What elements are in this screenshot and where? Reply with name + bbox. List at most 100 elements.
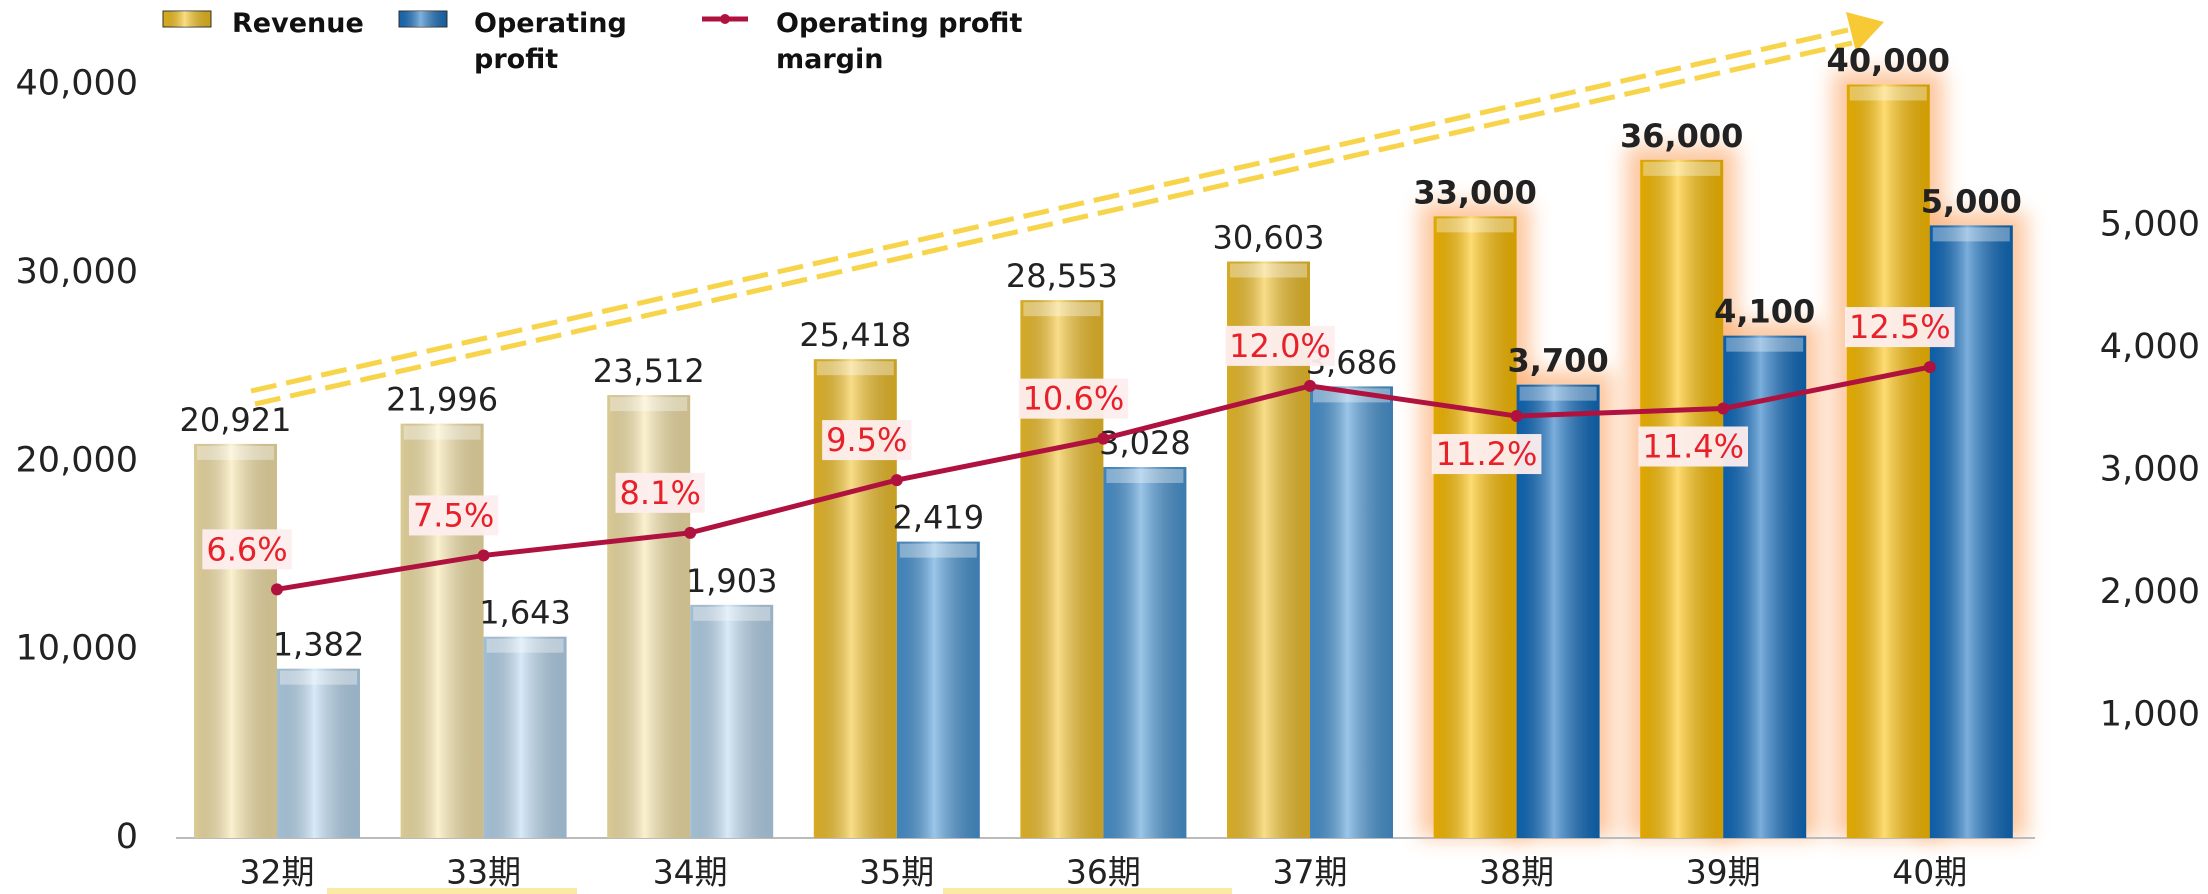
data-label: 40,000 <box>1827 42 1950 80</box>
bar-shine <box>483 636 567 838</box>
data-label: 11.4% <box>1642 428 1744 466</box>
data-label: 4,100 <box>1714 293 1815 331</box>
data-label-bg <box>1018 378 1129 419</box>
bar-cap <box>1436 218 1514 233</box>
x-tick-label: 33期 <box>446 853 521 892</box>
bar-cap <box>1932 227 2010 242</box>
data-label-bg <box>822 420 912 461</box>
data-label-bg <box>1431 434 1542 475</box>
data-label: 33,000 <box>1413 173 1536 211</box>
y-tick-label: 0 <box>116 817 138 857</box>
bar-shine <box>400 423 484 838</box>
x-tick-label: 36期 <box>1066 853 1141 892</box>
data-label-bg <box>1225 325 1335 366</box>
x-tick-label: 32期 <box>240 853 315 892</box>
data-label: 9.5% <box>826 421 907 459</box>
bar-cap <box>1519 386 1597 401</box>
decor-bar <box>943 888 1232 894</box>
data-label: 11.2% <box>1436 435 1538 473</box>
x-tick-label: 34期 <box>653 853 728 892</box>
bar-cap <box>1106 469 1184 484</box>
data-label: 23,512 <box>593 352 705 390</box>
data-label: 20,921 <box>180 401 292 439</box>
bar-cap <box>1313 388 1390 403</box>
y-tick-label: 20,000 <box>16 440 138 480</box>
data-label: 28,553 <box>1006 257 1118 295</box>
data-label: 8.1% <box>620 474 701 512</box>
data-label: 36,000 <box>1620 117 1743 155</box>
x-tick-label: 38期 <box>1479 853 1554 892</box>
data-label-bg <box>202 529 292 570</box>
bar-cap <box>403 425 481 440</box>
data-label: 3,700 <box>1507 342 1608 380</box>
bar-cap <box>280 670 357 685</box>
bar-cap <box>899 543 977 558</box>
bar-shine <box>1723 335 1807 838</box>
line-point <box>1923 361 1936 374</box>
y-tick-label: 30,000 <box>16 252 138 292</box>
data-label: 5,000 <box>1921 182 2022 220</box>
x-tick-label: 39期 <box>1686 853 1761 892</box>
legend-label: Operating profit <box>474 8 627 75</box>
bar-shine <box>1310 386 1393 838</box>
line-point <box>684 526 697 539</box>
data-label: 10.6% <box>1023 380 1125 418</box>
bar-cap <box>693 606 771 621</box>
data-label: 21,996 <box>386 381 498 419</box>
legend-label: Revenue <box>232 8 364 39</box>
line-point <box>1097 432 1110 445</box>
data-label: 25,418 <box>799 316 911 354</box>
y-tick-label: 40,000 <box>16 64 138 104</box>
data-label: 2,419 <box>892 499 984 537</box>
x-tick-label: 35期 <box>859 853 934 892</box>
bar-cap <box>1726 337 1804 352</box>
bar-shine <box>194 443 277 838</box>
bar-shine <box>607 395 691 838</box>
bar-shine <box>896 541 980 838</box>
data-label: 1,382 <box>273 626 365 664</box>
line-point <box>1510 410 1523 423</box>
data-label-bg <box>1844 307 1955 348</box>
bar-shine <box>1103 467 1187 838</box>
legend-icon <box>398 10 448 28</box>
bar-shine <box>1640 159 1724 839</box>
bar-cap <box>197 445 274 460</box>
data-label-bg <box>408 495 499 536</box>
legend-icon <box>702 14 748 24</box>
data-label-bg <box>1638 426 1749 467</box>
decor-bar <box>327 888 577 894</box>
line-point <box>477 549 490 562</box>
bar-cap <box>1643 161 1721 176</box>
y2-tick-label: 4,000 <box>2100 327 2200 367</box>
bar-shine <box>690 604 774 838</box>
data-label: 12.0% <box>1229 327 1331 365</box>
legend-label: Operating profit margin <box>776 8 1023 75</box>
x-tick-label: 37期 <box>1273 853 1348 892</box>
bar-shine <box>1433 216 1517 839</box>
y2-tick-label: 1,000 <box>2100 694 2200 734</box>
bar-cap <box>486 638 564 653</box>
line-point <box>271 583 283 596</box>
bar-cap <box>1849 86 1927 101</box>
bar-cap <box>1023 302 1101 317</box>
data-label: 6.6% <box>206 530 287 568</box>
y2-tick-label: 2,000 <box>2100 572 2200 612</box>
legend-swatch-shine <box>163 11 211 27</box>
data-label: 1,643 <box>479 594 571 632</box>
x-tick-label: 40期 <box>1892 853 1967 892</box>
legend-icon <box>162 10 212 28</box>
bar-cap <box>610 397 688 412</box>
line-point <box>1304 379 1316 392</box>
y-tick-label: 10,000 <box>16 629 138 669</box>
bar-cap <box>816 361 894 376</box>
y2-tick-label: 3,000 <box>2100 449 2200 489</box>
data-label: 7.5% <box>413 496 494 534</box>
legend-dot <box>720 14 730 24</box>
y2-tick-label: 5,000 <box>2100 204 2200 244</box>
data-label: 1,903 <box>686 562 778 600</box>
data-label-bg <box>615 472 705 513</box>
line-point <box>890 474 903 487</box>
trend-arrow <box>250 12 1884 407</box>
